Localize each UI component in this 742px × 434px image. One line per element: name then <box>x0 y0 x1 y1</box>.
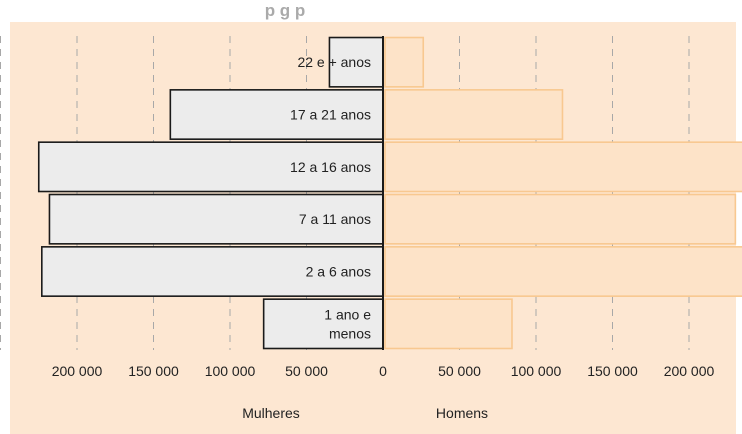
category-label: 22 e + anos <box>297 54 371 70</box>
bar-mulheres-4 <box>169 89 384 140</box>
bar-homens-4 <box>384 89 564 140</box>
bar-homens-3 <box>384 141 742 193</box>
gridlines <box>0 36 690 350</box>
bar-homens-1 <box>384 246 742 297</box>
x-tick-label: 200 000 <box>52 363 103 379</box>
legend: Mulheres Homens <box>242 405 488 421</box>
category-label: 2 a 6 anos <box>306 264 371 280</box>
category-label: 1 ano e <box>324 306 371 322</box>
bar-mulheres-0 <box>262 298 384 350</box>
category-label: 12 a 16 anos <box>290 159 371 175</box>
bar-homens-5 <box>384 36 425 88</box>
x-tick-label: 0 <box>379 363 387 379</box>
category-label: menos <box>329 325 371 341</box>
category-label: 7 a 11 anos <box>299 211 371 227</box>
x-tick-label: 150 000 <box>587 363 638 379</box>
x-tick-label: 200 000 <box>664 363 715 379</box>
chart-title: p g p <box>265 1 306 20</box>
bar-mulheres-3 <box>37 141 384 193</box>
legend-label-homens: Homens <box>436 405 488 421</box>
bar-homens-0 <box>384 298 513 350</box>
bars: 1 ano e menos 2 a 6 anos 7 a 11 anos 12 a 16… <box>37 36 742 350</box>
category-label: 17 a 21 anos <box>290 107 371 123</box>
bar-homens-2 <box>384 193 737 245</box>
x-tick-label: 150 000 <box>128 363 179 379</box>
x-tick-label: 100 000 <box>205 363 256 379</box>
x-tick-label: 50 000 <box>285 363 328 379</box>
x-tick-label: 100 000 <box>511 363 562 379</box>
bar-mulheres-1 <box>41 246 384 297</box>
x-tick-label: 50 000 <box>438 363 481 379</box>
bar-mulheres-2 <box>48 193 384 245</box>
x-axis: 200 000 150 000 100 000 50 000 0 50 000 100 00… <box>52 36 715 379</box>
legend-label-mulheres: Mulheres <box>242 405 300 421</box>
